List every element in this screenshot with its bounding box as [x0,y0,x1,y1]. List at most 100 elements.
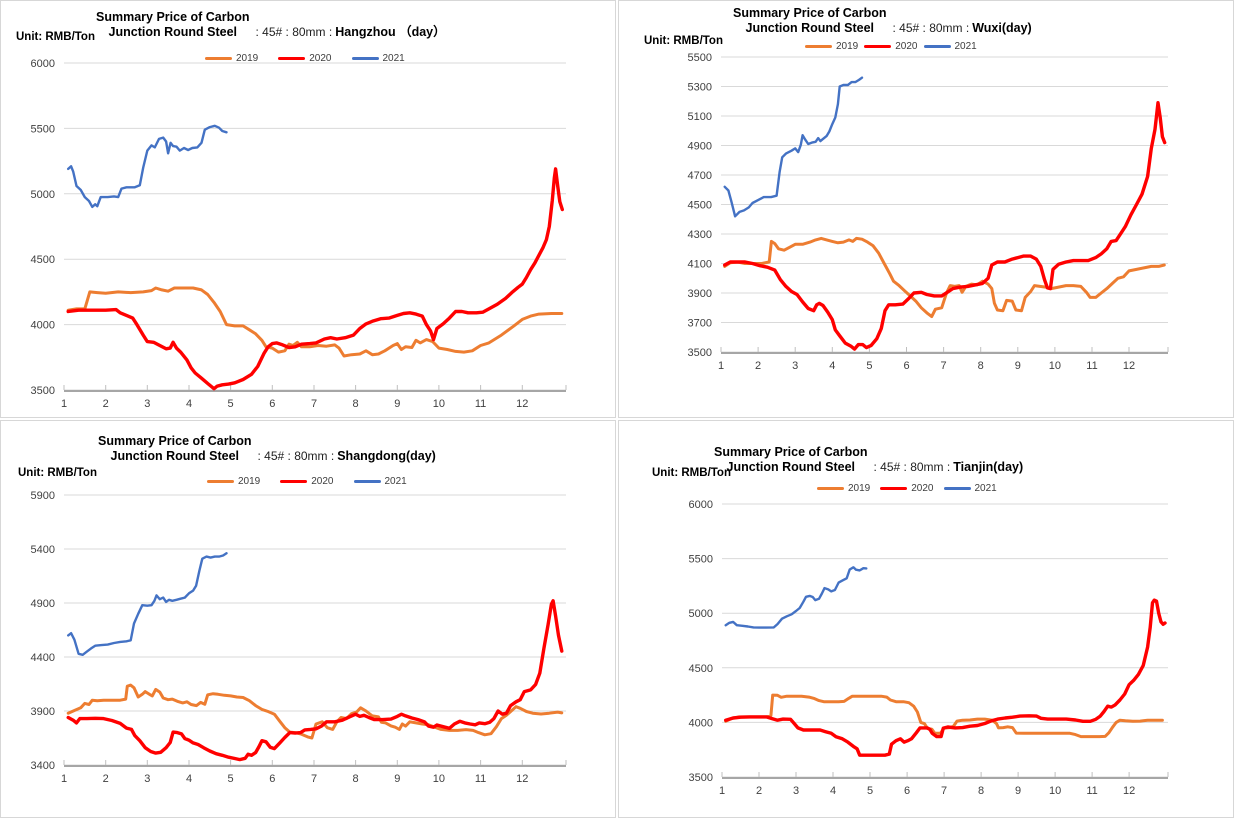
legend-swatch-2019 [805,44,832,49]
legend-swatch-2021 [351,57,379,60]
x-tick-label: 1 [61,398,67,410]
legend-swatch-2020 [280,479,308,484]
x-tick-label: 2 [103,398,109,410]
chart-city-label: Tianjin(day) [953,460,1024,474]
x-tick-label: 4 [186,773,192,785]
legend-label: 2021 [974,483,997,494]
chart-city-label: Hangzhou （day） [335,25,446,39]
x-tick-label: 5 [866,360,872,372]
chart-title-line2: Junction Round Steel [745,21,874,35]
x-tick-label: 5 [228,398,234,410]
x-tick-label: 3 [792,360,798,372]
x-tick-label: 3 [144,773,150,785]
series-line-2020 [722,100,1167,351]
x-tick-label: 5 [867,785,873,797]
legend-item-2021: 2021 [923,41,977,52]
legend-label: 2020 [911,483,934,494]
y-tick-label: 3500 [688,347,712,359]
x-tick-label: 6 [904,785,910,797]
x-tick-label: 4 [830,785,836,797]
legend-label: 2019 [848,483,871,494]
y-tick-label: 5500 [689,554,713,566]
series-line-2021 [66,552,228,657]
legend-item-2021: 2021 [353,476,407,487]
y-tick-label: 3900 [31,706,55,718]
legend-swatch-2020 [880,486,908,491]
x-tick-label: 2 [755,360,761,372]
chart-title-line1: Summary Price of Carbon [733,6,887,20]
legend-item-2019: 2019 [817,483,870,494]
legend-item-2019: 2019 [805,41,858,52]
chart-city-label: Shangdong(day) [337,449,436,463]
series-line-2019 [66,683,564,740]
x-tick-label: 5 [228,773,234,785]
y-tick-label: 4500 [688,200,712,212]
x-tick-label: 7 [941,360,947,372]
legend-label: 2020 [895,41,918,52]
plot-area-wuxi: 5500 5300 5100 4900 4700 4500 4300 4100 3900 3700… [688,52,1169,372]
y-tick-label: 3500 [689,772,713,784]
chart-header: Summary Price of Carbon Junction Round S… [714,445,1023,475]
x-tick-label: 2 [103,773,109,785]
y-tick-label: 3700 [688,318,712,330]
legend-swatch-2019 [817,486,844,491]
legend-swatch-2020 [278,56,306,61]
x-tick-label: 1 [718,360,724,372]
chart-title: Summary Price of Carbon Junction Round S… [714,445,868,475]
chart-city-label: Wuxi(day) [972,21,1032,35]
x-tick-label: 8 [353,398,359,410]
x-tick-label: 8 [978,785,984,797]
legend: 2019 2020 2021 [817,483,997,494]
y-tick-label: 5500 [31,123,55,135]
series-line-2021 [723,76,864,218]
y-tick-label: 4000 [689,717,713,729]
series-line-2019 [66,286,564,358]
y-tick-label: 4700 [688,170,712,182]
x-tick-label: 10 [433,773,445,785]
y-tick-label: 4300 [688,229,712,241]
legend-swatch-2019 [207,479,234,484]
unit-label: Unit: RMB/Ton [644,35,723,47]
series-line-2020 [66,599,564,762]
x-tick-label: 4 [829,360,835,372]
y-tick-label: 5000 [31,189,55,201]
x-tick-label: 12 [1123,360,1135,372]
y-tick-label: 5100 [688,111,712,123]
x-tick-label: 7 [311,773,317,785]
y-tick-label: 4400 [31,652,55,664]
legend-item-2021: 2021 [351,53,405,64]
x-tick-label: 12 [516,398,528,410]
series-line-2021 [724,566,868,629]
chart-title-line2: Junction Round Steel [726,460,855,474]
legend-label: 2020 [311,476,334,487]
x-tick-label: 9 [394,398,400,410]
chart-title: Summary Price of Carbon Junction Round S… [733,6,887,36]
x-tick-label: 7 [311,398,317,410]
chart-panel-tianjin: 6000 5500 5000 4500 4000 3500 1 2 3 4 5 6 7 8 9 10 11 12 … [618,420,1234,818]
x-tick-label: 8 [978,360,984,372]
chart-title-line2: Junction Round Steel [108,25,237,39]
x-tick-label: 7 [941,785,947,797]
x-tick-label: 11 [475,773,486,785]
y-tick-label: 4500 [689,663,713,675]
chart-title: Summary Price of Carbon Junction Round S… [96,10,250,40]
y-tick-label: 3400 [31,760,55,772]
y-tick-label: 5000 [689,608,713,620]
legend-label: 2019 [236,53,259,64]
legend-label: 2021 [954,41,977,52]
legend-item-2020: 2020 [864,41,918,52]
unit-label: Unit: RMB/Ton [652,467,731,479]
y-tick-label: 4000 [31,320,55,332]
legend-label: 2019 [836,41,859,52]
legend-label: 2021 [384,476,407,487]
legend-item-2021: 2021 [943,483,997,494]
chart-header: Summary Price of Carbon Junction Round S… [733,6,1032,36]
y-tick-label: 4900 [31,598,55,610]
chart-spec-label: : 45# : 80mm : [873,460,951,474]
chart-panel-wuxi: 5500 5300 5100 4900 4700 4500 4300 4100 3900 3700… [618,0,1234,418]
legend-item-2019: 2019 [205,53,258,64]
legend: 2019 2020 2021 [205,53,405,64]
